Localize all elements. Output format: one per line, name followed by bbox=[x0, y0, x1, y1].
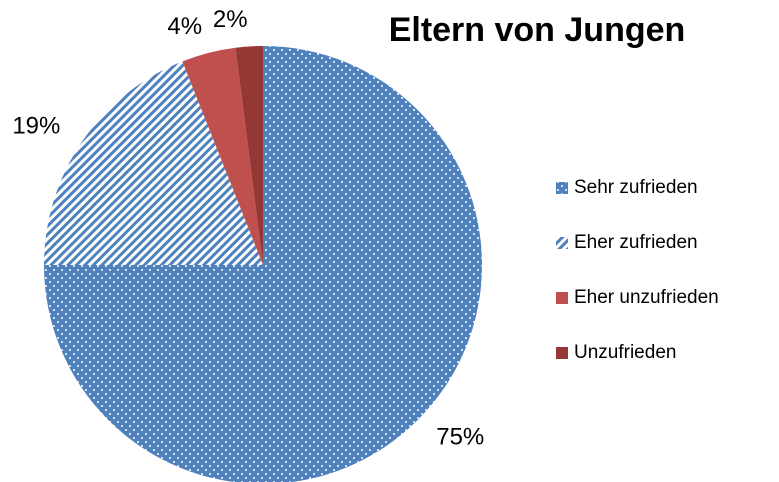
pie-slice bbox=[235, 46, 263, 265]
legend-label: Sehr zufrieden bbox=[574, 177, 698, 198]
data-label: 2% bbox=[213, 6, 248, 33]
legend-swatch bbox=[556, 182, 568, 194]
legend-swatch bbox=[556, 237, 568, 249]
data-label: 75% bbox=[436, 424, 484, 451]
chart-title: Eltern von Jungen bbox=[389, 11, 686, 49]
data-label: 19% bbox=[12, 113, 60, 140]
legend-swatch bbox=[556, 347, 568, 359]
pie-slice bbox=[182, 47, 263, 265]
legend-label: Eher unzufrieden bbox=[574, 287, 719, 308]
data-label: 4% bbox=[167, 13, 202, 40]
legend-label: Eher zufrieden bbox=[574, 232, 698, 253]
pie-slice bbox=[44, 61, 263, 265]
legend-swatch bbox=[556, 292, 568, 304]
legend-label: Unzufrieden bbox=[574, 342, 676, 363]
